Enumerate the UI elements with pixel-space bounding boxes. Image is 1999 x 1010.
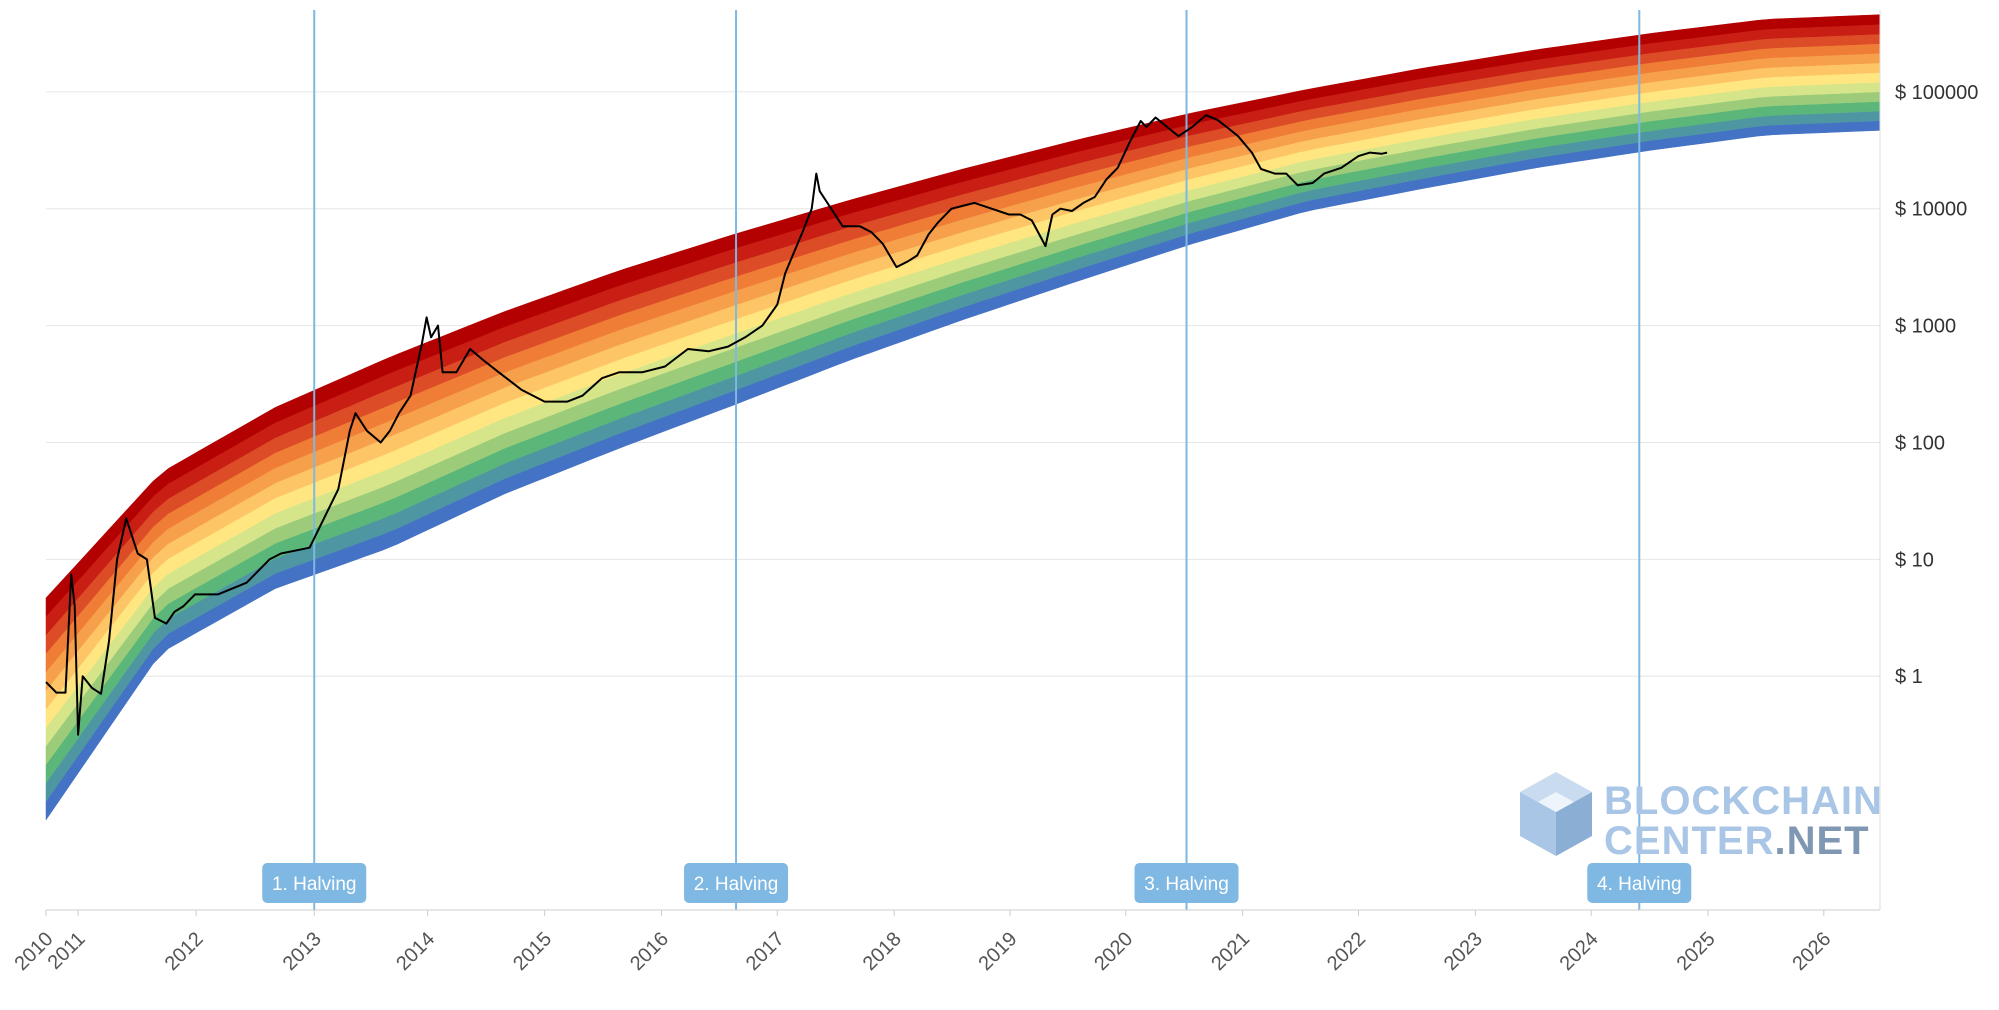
watermark-line1: BLOCKCHAIN: [1604, 779, 1883, 823]
x-tick-label: 2026: [1788, 928, 1835, 975]
x-tick-label: 2014: [392, 928, 439, 975]
y-tick-label: $ 10: [1895, 549, 1934, 571]
y-tick-label: $ 100: [1895, 432, 1945, 454]
y-tick-label: $ 100000: [1895, 82, 1978, 104]
x-tick-label: 2015: [509, 928, 556, 975]
halving-label-text: 1. Halving: [272, 874, 357, 895]
cube-icon: [1520, 772, 1592, 856]
y-tick-label: $ 1000: [1895, 316, 1956, 338]
x-tick-label: 2018: [859, 928, 906, 975]
halving-label: 2. Halving: [684, 863, 789, 903]
x-tick-label: 2017: [742, 928, 789, 975]
x-tick-label: 2021: [1207, 928, 1254, 975]
x-tick-label: 2020: [1090, 928, 1137, 975]
x-tick-label: 2013: [279, 928, 326, 975]
svg-text:CENTER.NET: CENTER.NET: [1604, 819, 1870, 863]
halving-label-text: 2. Halving: [694, 874, 779, 895]
y-tick-label: $ 1: [1895, 666, 1923, 688]
x-tick-label: 2023: [1440, 928, 1487, 975]
halving-label-text: 4. Halving: [1597, 874, 1682, 895]
axes: [46, 10, 1881, 911]
halving-label-box: [1587, 863, 1692, 903]
x-tick-label: 2019: [975, 928, 1022, 975]
x-tick-label: 2012: [161, 928, 208, 975]
x-tick-label: 2016: [626, 928, 673, 975]
x-tick-label: 2022: [1323, 928, 1370, 975]
y-tick-label: $ 10000: [1895, 199, 1967, 221]
x-tick-label: 2024: [1556, 928, 1603, 975]
price-series: [45, 114, 1388, 736]
watermark-line2b: .NET: [1774, 819, 1869, 863]
halving-labels: 1. Halving 2. Halving 3. Halving 4. Halving: [262, 863, 1692, 903]
price-line: [45, 114, 1388, 736]
halving-label: 3. Halving: [1134, 863, 1239, 903]
halving-label: 1. Halving: [262, 863, 367, 903]
halving-lines: [313, 10, 1641, 910]
rainbow-bands: [45, 14, 1881, 821]
halving-label-text: 3. Halving: [1144, 874, 1229, 895]
x-tick-label: 2011: [44, 928, 90, 974]
watermark-logo: BLOCKCHAIN CENTER.NET: [1520, 772, 1883, 863]
halving-label-box: [1134, 863, 1239, 903]
halving-label: 4. Halving: [1587, 863, 1692, 903]
watermark-line2a: CENTER: [1604, 819, 1774, 863]
y-tick-labels: $ 100000 $ 10000 $ 1000 $ 100 $ 10 $ 1: [1895, 82, 1978, 688]
halving-label-box: [684, 863, 789, 903]
rainbow-band: [45, 62, 1881, 710]
x-tick-label: 2025: [1673, 928, 1720, 975]
halving-label-box: [262, 863, 367, 903]
